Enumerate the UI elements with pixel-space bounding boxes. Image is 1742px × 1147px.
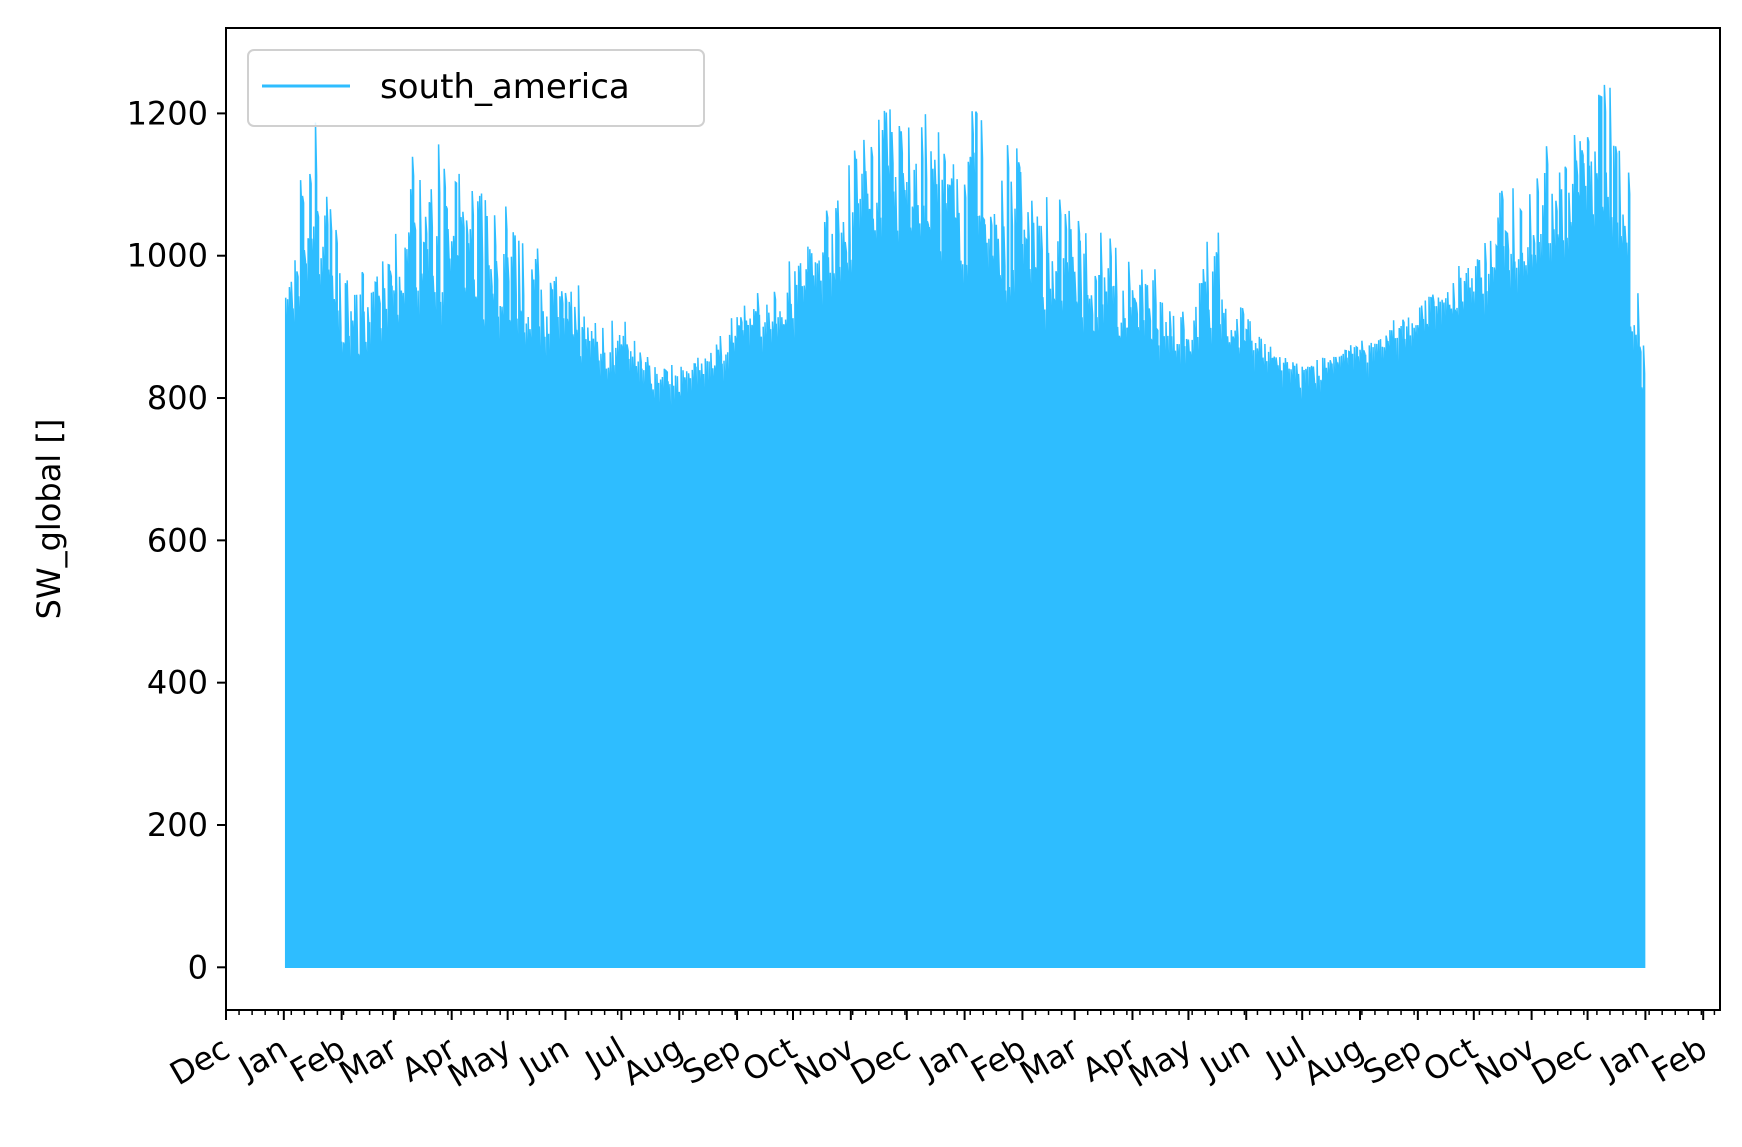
y-tick-label: 600 <box>147 521 208 559</box>
plot-frame <box>225 27 1721 1011</box>
y-tick-label: 1200 <box>127 94 208 132</box>
y-tick-label: 0 <box>188 948 208 986</box>
series-south-america-area <box>284 84 1646 969</box>
y-axis-label: SW_global [] <box>30 419 68 620</box>
legend-box <box>247 49 705 127</box>
y-tick-label: 200 <box>147 806 208 844</box>
y-tick-label: 1000 <box>127 237 208 275</box>
legend-label: south_america <box>380 67 630 107</box>
legend: south_america <box>247 49 705 127</box>
y-axis-ticks: 0 200 400 600 800 1000 1200 <box>127 94 226 986</box>
y-tick-label: 400 <box>147 664 208 702</box>
plot-area <box>284 84 1646 969</box>
y-tick-label: 800 <box>147 379 208 417</box>
